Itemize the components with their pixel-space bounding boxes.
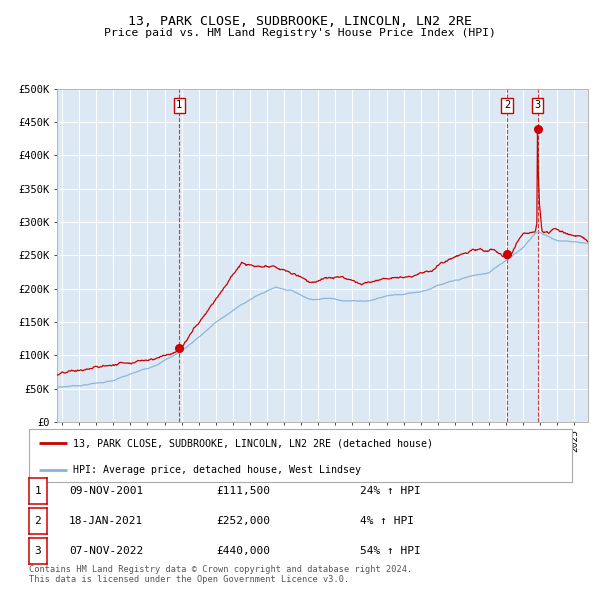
Text: 09-NOV-2001: 09-NOV-2001 — [69, 486, 143, 496]
Text: 13, PARK CLOSE, SUDBROOKE, LINCOLN, LN2 2RE (detached house): 13, PARK CLOSE, SUDBROOKE, LINCOLN, LN2 … — [73, 438, 433, 448]
Text: 2: 2 — [504, 100, 510, 110]
Text: 1: 1 — [34, 486, 41, 496]
Text: 54% ↑ HPI: 54% ↑ HPI — [360, 546, 421, 556]
Text: 18-JAN-2021: 18-JAN-2021 — [69, 516, 143, 526]
Text: 24% ↑ HPI: 24% ↑ HPI — [360, 486, 421, 496]
Text: 3: 3 — [34, 546, 41, 556]
Text: HPI: Average price, detached house, West Lindsey: HPI: Average price, detached house, West… — [73, 466, 361, 476]
Text: 4% ↑ HPI: 4% ↑ HPI — [360, 516, 414, 526]
Text: 2: 2 — [34, 516, 41, 526]
Text: 1: 1 — [176, 100, 182, 110]
Text: 3: 3 — [535, 100, 541, 110]
Text: £111,500: £111,500 — [216, 486, 270, 496]
Text: £252,000: £252,000 — [216, 516, 270, 526]
Text: 13, PARK CLOSE, SUDBROOKE, LINCOLN, LN2 2RE: 13, PARK CLOSE, SUDBROOKE, LINCOLN, LN2 … — [128, 15, 472, 28]
Text: 07-NOV-2022: 07-NOV-2022 — [69, 546, 143, 556]
Text: £440,000: £440,000 — [216, 546, 270, 556]
Text: Price paid vs. HM Land Registry's House Price Index (HPI): Price paid vs. HM Land Registry's House … — [104, 28, 496, 38]
Text: Contains HM Land Registry data © Crown copyright and database right 2024.
This d: Contains HM Land Registry data © Crown c… — [29, 565, 412, 584]
